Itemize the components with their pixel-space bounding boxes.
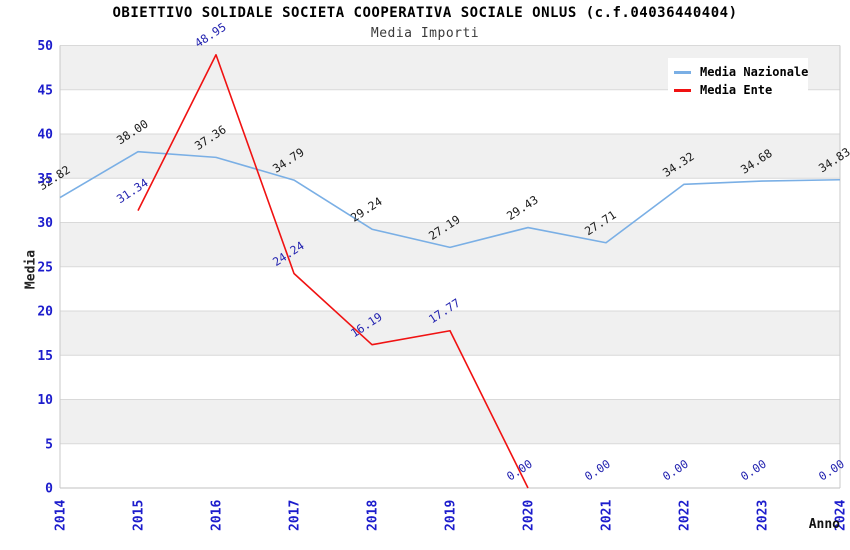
x-tick-label: 2016 bbox=[210, 500, 225, 531]
y-tick-label: 5 bbox=[45, 437, 53, 452]
grid-band bbox=[60, 134, 840, 179]
y-tick-label: 35 bbox=[37, 172, 53, 187]
grid-band bbox=[60, 443, 840, 488]
grid-band bbox=[60, 178, 840, 223]
y-tick-label: 20 bbox=[37, 305, 53, 320]
y-tick-label: 40 bbox=[37, 128, 53, 143]
grid-band bbox=[60, 266, 840, 311]
y-tick-label: 50 bbox=[37, 39, 53, 54]
y-tick-label: 15 bbox=[37, 349, 53, 364]
x-tick-label: 2020 bbox=[522, 500, 537, 531]
legend: Media Nazionale Media Ente bbox=[668, 58, 808, 104]
series-line-media-ente bbox=[137, 53, 529, 489]
legend-line-sample-ente bbox=[674, 88, 691, 92]
x-tick-label: 2023 bbox=[756, 500, 771, 531]
y-tick-label: 45 bbox=[37, 83, 53, 98]
grid-band bbox=[60, 355, 840, 400]
grid-band bbox=[60, 222, 840, 267]
x-axis-title: Anno bbox=[808, 517, 840, 532]
y-axis-title: Media bbox=[23, 249, 39, 290]
legend-label: Media Nazionale bbox=[700, 65, 809, 79]
y-tick-label: 0 bbox=[45, 482, 53, 497]
x-tick-label: 2015 bbox=[132, 500, 147, 531]
grid-band bbox=[60, 311, 840, 356]
x-tick-label: 2022 bbox=[678, 500, 693, 531]
legend-item-media-ente: Media Ente bbox=[674, 81, 804, 99]
grid-band bbox=[60, 399, 840, 444]
x-tick-label: 2021 bbox=[600, 500, 615, 531]
x-tick-label: 2024 bbox=[834, 500, 849, 531]
legend-item-media-nazionale: Media Nazionale bbox=[674, 63, 808, 81]
y-tick-label: 10 bbox=[37, 393, 53, 408]
series-line-media-nazionale bbox=[59, 150, 841, 249]
chart-subtitle: Media Importi bbox=[370, 26, 480, 41]
x-tick-label: 2017 bbox=[288, 500, 303, 531]
legend-line-sample-nazionale bbox=[674, 70, 691, 74]
y-tick-label: 30 bbox=[37, 216, 53, 231]
x-tick-label: 2019 bbox=[444, 500, 459, 531]
legend-label: Media Ente bbox=[700, 83, 773, 97]
y-tick-label: 25 bbox=[37, 260, 53, 275]
chart-title: OBIETTIVO SOLIDALE SOCIETA COOPERATIVA S… bbox=[112, 5, 738, 21]
x-tick-label: 2018 bbox=[366, 500, 381, 531]
x-tick-label: 2014 bbox=[54, 500, 69, 531]
